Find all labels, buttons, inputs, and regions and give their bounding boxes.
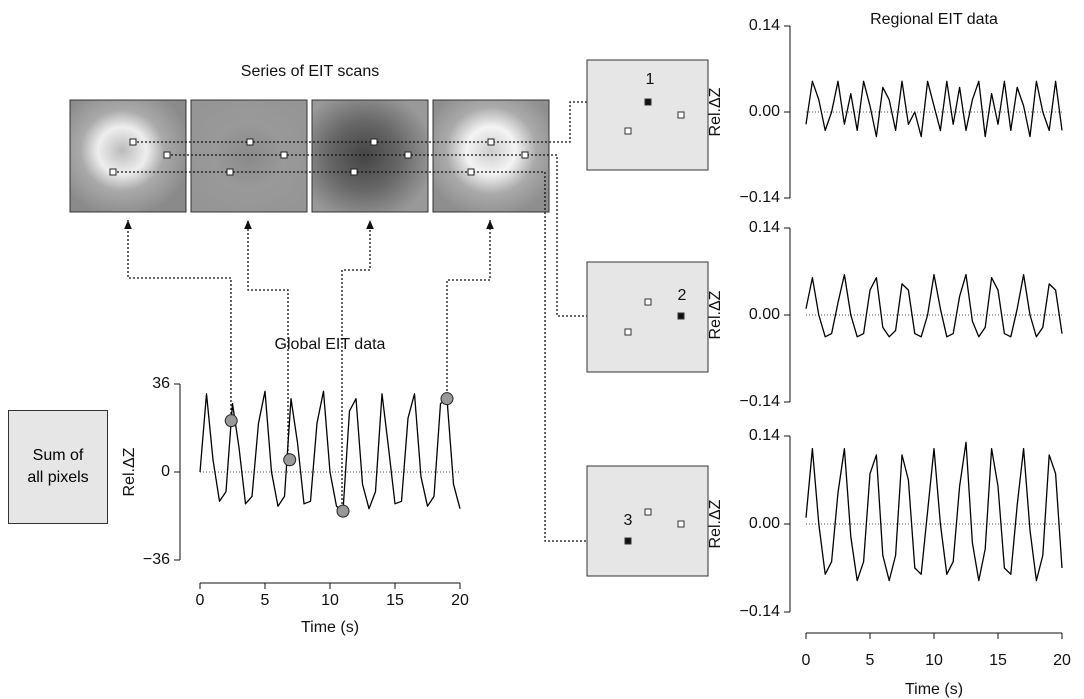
x-tick-label: 0 [196, 592, 205, 609]
y-tick-label: −36 [143, 551, 170, 568]
scan-marker [225, 415, 237, 427]
y-tick-label: 0.14 [749, 427, 780, 444]
roi-label: 3 [624, 512, 633, 529]
x-tick-label: 20 [451, 592, 469, 609]
data-line [806, 442, 1062, 580]
x-tick-label: 10 [321, 592, 339, 609]
figure: Series of EIT scans 1 2 3 Global EIT dat… [0, 0, 1084, 699]
y-tick-label: 0 [161, 463, 170, 480]
y-tick-label: 0.14 [749, 219, 780, 236]
figure-canvas: Series of EIT scans 1 2 3 Global EIT dat… [0, 0, 1084, 699]
y-tick-label: 0.14 [749, 17, 780, 34]
y-tick-label: −0.14 [740, 393, 781, 410]
y-axis-label: Rel.ΔZ [707, 499, 724, 548]
sum-box: Sum of all pixels [8, 410, 108, 524]
roi-boxes [587, 60, 708, 576]
data-line [200, 391, 460, 511]
eit-scans [70, 100, 549, 212]
y-axis-label: Rel.ΔZ [707, 290, 724, 339]
y-axis-label: Rel.ΔZ [121, 447, 138, 496]
y-tick-label: 0.00 [749, 103, 780, 120]
x-tick-label: 20 [1053, 652, 1071, 669]
scan-marker [337, 505, 349, 517]
chart-title: Global EIT data [275, 336, 386, 353]
roi-label: 1 [646, 71, 655, 88]
scan-marker [441, 393, 453, 405]
y-tick-label: −0.14 [740, 603, 781, 620]
x-axis-label: Time (s) [301, 619, 359, 636]
x-tick-label: 0 [802, 652, 811, 669]
y-axis-label: Rel.ΔZ [707, 87, 724, 136]
roi-label: 2 [678, 287, 687, 304]
x-tick-label: 15 [386, 592, 404, 609]
chart-title: Regional EIT data [870, 11, 998, 28]
data-line [806, 81, 1062, 136]
x-axis-label: Time (s) [905, 681, 963, 698]
y-tick-label: 36 [152, 375, 170, 392]
y-tick-label: −0.14 [740, 189, 781, 206]
scan-marker [284, 454, 296, 466]
x-tick-label: 15 [989, 652, 1007, 669]
scans-title: Series of EIT scans [241, 63, 379, 80]
x-tick-label: 5 [866, 652, 875, 669]
data-line [806, 275, 1062, 337]
y-tick-label: 0.00 [749, 306, 780, 323]
x-tick-label: 5 [261, 592, 270, 609]
x-tick-label: 10 [925, 652, 943, 669]
y-tick-label: 0.00 [749, 515, 780, 532]
